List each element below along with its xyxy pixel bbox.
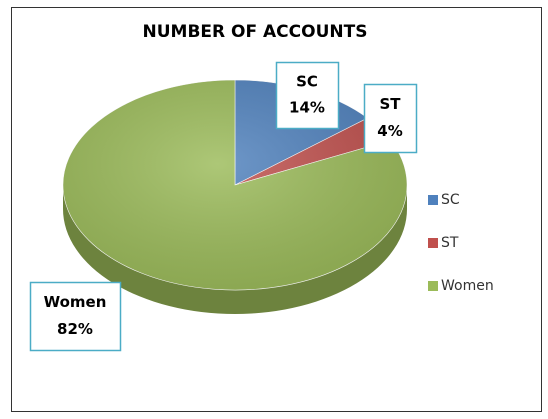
data-label-value: 4% (377, 122, 402, 140)
data-label-box (363, 83, 418, 154)
data-label-value: 14% (289, 99, 325, 117)
data-label-value: 82% (57, 320, 93, 338)
data-label-category: SC (296, 72, 318, 90)
data-label-box (275, 61, 340, 130)
legend-swatch (428, 238, 438, 248)
data-label-category: ST (379, 95, 401, 113)
legend-label: ST (441, 235, 459, 251)
legend-swatch (428, 195, 438, 205)
chart-title: NUMBER OF ACCOUNTS (143, 22, 368, 42)
data-label-box (29, 281, 122, 352)
legend-label: SC (441, 192, 460, 208)
legend-swatch (428, 281, 438, 291)
legend-label: Women (441, 278, 494, 294)
data-label-category: Women (44, 293, 107, 311)
